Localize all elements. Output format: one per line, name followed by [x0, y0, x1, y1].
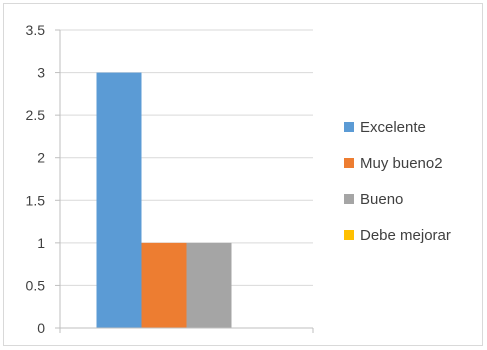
y-tick-label: 2.5: [26, 107, 46, 123]
bar-bueno: [186, 242, 232, 328]
chart-frame: [3, 3, 483, 346]
y-tick-label: 2: [37, 150, 45, 166]
y-tick-label: 1: [37, 235, 45, 251]
legend-swatch: [344, 122, 354, 132]
bar-muy-bueno2: [141, 242, 187, 328]
y-tick-label: 0.5: [26, 277, 46, 293]
legend: Excelente Muy bueno2 Bueno Debe mejorar: [344, 119, 451, 244]
axes: [55, 29, 314, 333]
legend-swatch: [344, 230, 354, 240]
y-tick-labels: 0 0.5 1 1.5 2 2.5 3 3.5: [26, 22, 46, 336]
legend-swatch: [344, 194, 354, 204]
bar-excelente: [96, 72, 142, 328]
y-tick-label: 3: [37, 65, 45, 81]
legend-label: Excelente: [360, 119, 426, 136]
bar-series: [96, 72, 232, 328]
legend-label: Debe mejorar: [360, 227, 451, 244]
y-tick-label: 0: [37, 320, 45, 336]
legend-label: Bueno: [360, 191, 403, 208]
legend-label: Muy bueno2: [360, 155, 443, 172]
y-tick-label: 3.5: [26, 22, 46, 38]
y-tick-label: 1.5: [26, 192, 46, 208]
legend-swatch: [344, 158, 354, 168]
